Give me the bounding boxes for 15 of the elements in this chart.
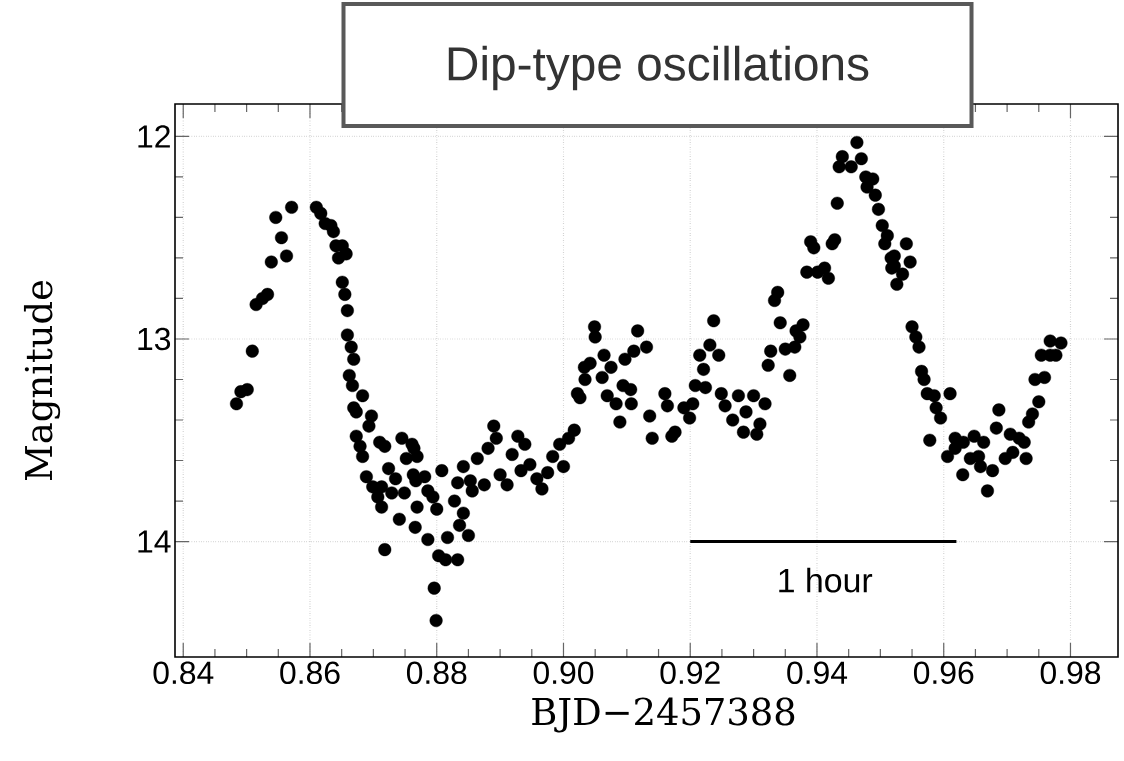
y-tick-label: 13 <box>138 327 171 351</box>
y-tick-label: 14 <box>138 530 171 553</box>
x-axis-title: BJD−2457388 <box>532 697 795 733</box>
x-tick-label: 0.94 <box>787 661 848 685</box>
y-axis-title: Magnitude <box>23 280 61 481</box>
x-tick-label: 0.86 <box>280 661 340 685</box>
x-tick-label: 0.92 <box>660 661 720 685</box>
x-tick-label: 0.84 <box>153 661 214 685</box>
x-tick-label: 0.98 <box>1040 661 1101 685</box>
chart-title: Dip-type oscillations <box>448 45 869 91</box>
x-tick-label: 0.96 <box>913 661 974 685</box>
y-tick-label: 12 <box>138 125 170 148</box>
x-tick-label: 0.88 <box>406 661 467 685</box>
annotation: 1 hour <box>779 567 873 593</box>
x-tick-label: 0.90 <box>533 661 594 685</box>
